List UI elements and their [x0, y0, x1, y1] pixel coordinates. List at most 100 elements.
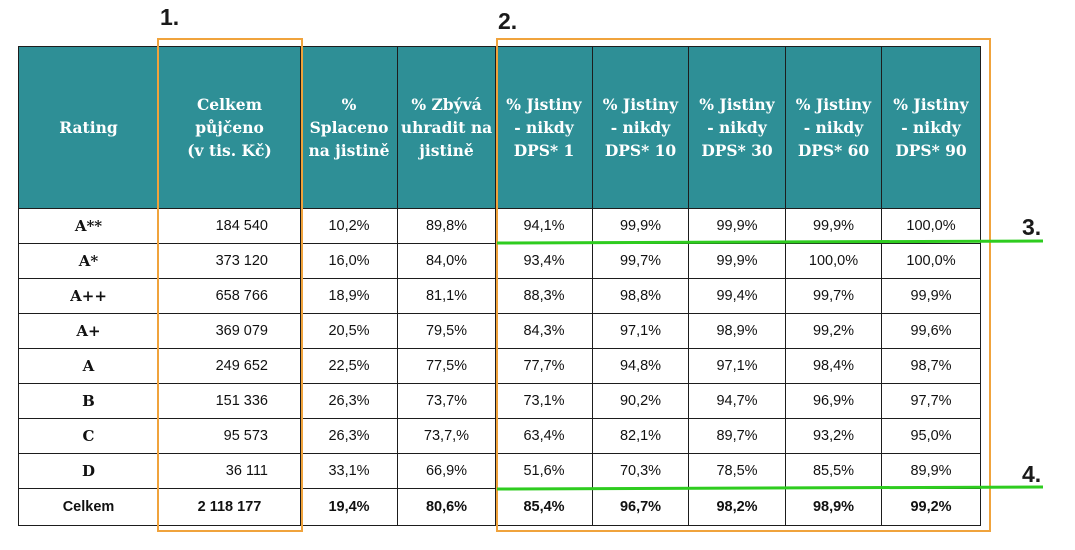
table-row: A** 184 540 10,2% 89,8% 94,1% 99,9% 99,9… — [18, 208, 981, 244]
value-cell: 96,9% — [785, 383, 882, 419]
value-cell: 93,2% — [785, 418, 882, 454]
value-cell: 77,5% — [397, 348, 496, 384]
value-cell: 99,7% — [785, 278, 882, 314]
value-cell: 77,7% — [495, 348, 593, 384]
value-cell: 99,6% — [881, 313, 981, 349]
header-dps-1: % Jistiny - nikdy DPS* 1 — [495, 46, 593, 209]
rating-cell: A* — [18, 243, 159, 279]
value-cell: 99,9% — [881, 278, 981, 314]
amount-cell: 184 540 — [158, 208, 301, 244]
value-cell: 99,9% — [688, 208, 786, 244]
total-value: 99,2% — [881, 488, 981, 526]
value-cell: 100,0% — [785, 243, 882, 279]
value-cell: 98,4% — [785, 348, 882, 384]
value-cell: 16,0% — [300, 243, 398, 279]
value-cell: 90,2% — [592, 383, 689, 419]
value-cell: 89,9% — [881, 453, 981, 489]
header-rating: Rating — [18, 46, 159, 209]
total-value: 85,4% — [495, 488, 593, 526]
value-cell: 85,5% — [785, 453, 882, 489]
value-cell: 20,5% — [300, 313, 398, 349]
table-row: B 151 336 26,3% 73,7% 73,1% 90,2% 94,7% … — [18, 383, 981, 419]
value-cell: 99,9% — [688, 243, 786, 279]
rating-table: Rating Celkem půjčeno (v tis. Kč) % Spla… — [18, 46, 981, 526]
amount-cell: 249 652 — [158, 348, 301, 384]
value-cell: 99,9% — [785, 208, 882, 244]
value-cell: 99,7% — [592, 243, 689, 279]
value-cell: 98,9% — [688, 313, 786, 349]
value-cell: 18,9% — [300, 278, 398, 314]
amount-cell: 369 079 — [158, 313, 301, 349]
annotation-label-3: 3. — [1022, 214, 1042, 240]
total-value: 98,9% — [785, 488, 882, 526]
amount-cell: 36 111 — [158, 453, 301, 489]
header-row: Rating Celkem půjčeno (v tis. Kč) % Spla… — [18, 46, 981, 209]
value-cell: 95,0% — [881, 418, 981, 454]
total-value: 96,7% — [592, 488, 689, 526]
header-dps-10: % Jistiny - nikdy DPS* 10 — [592, 46, 689, 209]
total-label: Celkem — [18, 488, 159, 526]
value-cell: 84,0% — [397, 243, 496, 279]
header-total-lent: Celkem půjčeno (v tis. Kč) — [158, 46, 301, 209]
value-cell: 73,7,% — [397, 418, 496, 454]
table-row: A+ 369 079 20,5% 79,5% 84,3% 97,1% 98,9%… — [18, 313, 981, 349]
header-dps-30: % Jistiny - nikdy DPS* 30 — [688, 46, 786, 209]
rating-cell: A+ — [18, 313, 159, 349]
value-cell: 99,4% — [688, 278, 786, 314]
value-cell: 97,1% — [592, 313, 689, 349]
amount-cell: 373 120 — [158, 243, 301, 279]
rating-cell: A** — [18, 208, 159, 244]
table-row: C 95 573 26,3% 73,7,% 63,4% 82,1% 89,7% … — [18, 418, 981, 454]
value-cell: 94,1% — [495, 208, 593, 244]
value-cell: 73,7% — [397, 383, 496, 419]
header-dps-60: % Jistiny - nikdy DPS* 60 — [785, 46, 882, 209]
value-cell: 98,7% — [881, 348, 981, 384]
rating-cell: A++ — [18, 278, 159, 314]
value-cell: 94,8% — [592, 348, 689, 384]
value-cell: 81,1% — [397, 278, 496, 314]
value-cell: 93,4% — [495, 243, 593, 279]
value-cell: 78,5% — [688, 453, 786, 489]
total-amount: 2 118 177 — [158, 488, 301, 526]
annotation-label-1: 1. — [160, 4, 180, 30]
value-cell: 97,1% — [688, 348, 786, 384]
annotation-label-4: 4. — [1022, 461, 1042, 487]
header-repaid: % Splaceno na jistině — [300, 46, 398, 209]
rating-cell: D — [18, 453, 159, 489]
value-cell: 33,1% — [300, 453, 398, 489]
value-cell: 99,9% — [592, 208, 689, 244]
table-row: D 36 111 33,1% 66,9% 51,6% 70,3% 78,5% 8… — [18, 453, 981, 489]
value-cell: 94,7% — [688, 383, 786, 419]
value-cell: 70,3% — [592, 453, 689, 489]
value-cell: 89,8% — [397, 208, 496, 244]
value-cell: 88,3% — [495, 278, 593, 314]
value-cell: 99,2% — [785, 313, 882, 349]
amount-cell: 95 573 — [158, 418, 301, 454]
value-cell: 100,0% — [881, 208, 981, 244]
total-row: Celkem 2 118 177 19,4% 80,6% 85,4% 96,7%… — [18, 488, 981, 526]
value-cell: 79,5% — [397, 313, 496, 349]
value-cell: 100,0% — [881, 243, 981, 279]
table-row: A++ 658 766 18,9% 81,1% 88,3% 98,8% 99,4… — [18, 278, 981, 314]
rating-cell: A — [18, 348, 159, 384]
rating-cell: C — [18, 418, 159, 454]
value-cell: 66,9% — [397, 453, 496, 489]
value-cell: 98,8% — [592, 278, 689, 314]
value-cell: 82,1% — [592, 418, 689, 454]
value-cell: 26,3% — [300, 383, 398, 419]
total-value: 98,2% — [688, 488, 786, 526]
amount-cell: 658 766 — [158, 278, 301, 314]
amount-cell: 151 336 — [158, 383, 301, 419]
rating-cell: B — [18, 383, 159, 419]
value-cell: 51,6% — [495, 453, 593, 489]
header-dps-90: % Jistiny - nikdy DPS* 90 — [881, 46, 981, 209]
total-value: 80,6% — [397, 488, 496, 526]
table-row: A* 373 120 16,0% 84,0% 93,4% 99,7% 99,9%… — [18, 243, 981, 279]
value-cell: 84,3% — [495, 313, 593, 349]
annotation-label-2: 2. — [498, 8, 518, 34]
value-cell: 63,4% — [495, 418, 593, 454]
value-cell: 26,3% — [300, 418, 398, 454]
value-cell: 97,7% — [881, 383, 981, 419]
header-remaining: % Zbývá uhradit na jistině — [397, 46, 496, 209]
total-value: 19,4% — [300, 488, 398, 526]
